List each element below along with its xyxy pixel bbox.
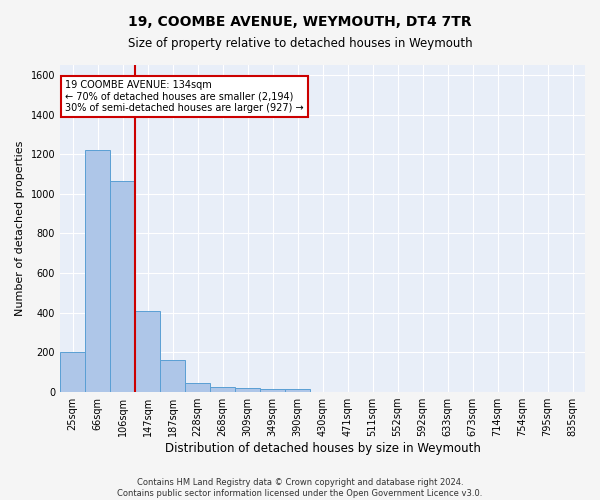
X-axis label: Distribution of detached houses by size in Weymouth: Distribution of detached houses by size … — [164, 442, 481, 455]
Bar — [110, 182, 135, 392]
Bar — [260, 389, 285, 392]
Bar — [135, 311, 160, 392]
Bar — [85, 150, 110, 392]
Text: Size of property relative to detached houses in Weymouth: Size of property relative to detached ho… — [128, 38, 472, 51]
Bar — [210, 387, 235, 392]
Bar — [160, 360, 185, 392]
Bar — [185, 383, 210, 392]
Bar — [60, 352, 85, 392]
Y-axis label: Number of detached properties: Number of detached properties — [15, 141, 25, 316]
Text: 19, COOMBE AVENUE, WEYMOUTH, DT4 7TR: 19, COOMBE AVENUE, WEYMOUTH, DT4 7TR — [128, 15, 472, 29]
Bar — [235, 388, 260, 392]
Bar — [285, 389, 310, 392]
Text: 19 COOMBE AVENUE: 134sqm
← 70% of detached houses are smaller (2,194)
30% of sem: 19 COOMBE AVENUE: 134sqm ← 70% of detach… — [65, 80, 304, 113]
Text: Contains HM Land Registry data © Crown copyright and database right 2024.
Contai: Contains HM Land Registry data © Crown c… — [118, 478, 482, 498]
